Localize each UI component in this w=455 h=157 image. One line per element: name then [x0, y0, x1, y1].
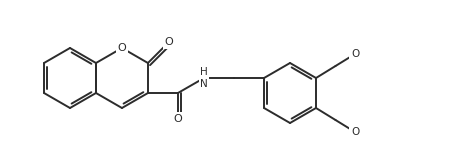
Text: O: O	[173, 114, 182, 124]
Text: O: O	[117, 43, 126, 53]
Text: O: O	[350, 127, 359, 137]
Text: H
N: H N	[200, 67, 207, 89]
Text: O: O	[164, 37, 173, 47]
Text: O: O	[350, 49, 359, 59]
